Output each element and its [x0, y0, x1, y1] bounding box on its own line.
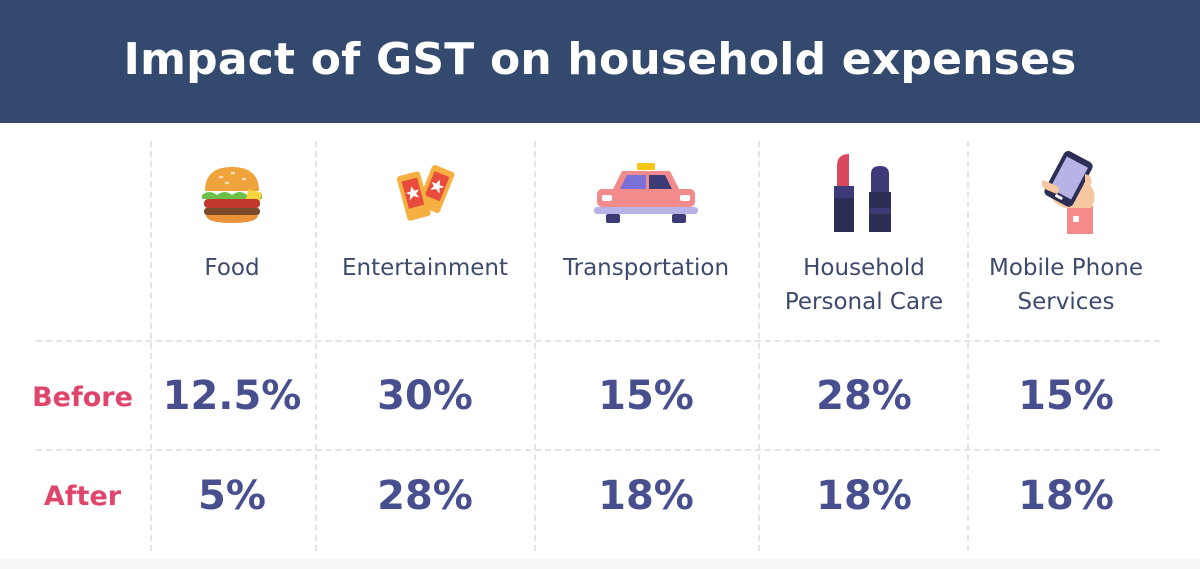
- tickets-icon: [320, 148, 530, 238]
- category-label-line: Transportation: [562, 255, 730, 281]
- value-before-entertainment: 30%: [377, 373, 473, 419]
- category-label-line: Entertainment: [342, 255, 508, 281]
- value-before-food: 12.5%: [162, 373, 302, 419]
- gst-comparison-table: Before After Food 12.5% 5% Entertainment 30…: [0, 123, 1200, 569]
- category-label: Food: [127, 251, 337, 285]
- category-label: Entertainment: [320, 251, 530, 285]
- header-banner: Impact of GST on household expenses: [0, 0, 1200, 123]
- value-after-household-personal-care: 18%: [816, 473, 912, 519]
- category-label-line: Services: [1017, 289, 1115, 315]
- value-after-mobile-phone-services: 18%: [1018, 473, 1114, 519]
- page-title: Impact of GST on household expenses: [123, 34, 1077, 85]
- value-before-transportation: 15%: [598, 373, 694, 419]
- grid-divider: [967, 141, 969, 551]
- lipstick-icon: [759, 148, 969, 238]
- value-before-household-personal-care: 28%: [816, 373, 912, 419]
- category-label: Transportation: [541, 251, 751, 285]
- grid-divider: [150, 141, 152, 551]
- value-after-entertainment: 28%: [377, 473, 473, 519]
- burger-icon: [127, 148, 337, 238]
- category-label-line: Household: [803, 255, 925, 281]
- category-label: Household Personal Care: [759, 251, 969, 319]
- value-after-food: 5%: [198, 473, 266, 519]
- grid-divider: [315, 141, 317, 551]
- grid-divider: [758, 141, 760, 551]
- value-before-mobile-phone-services: 15%: [1018, 373, 1114, 419]
- grid-divider: [534, 141, 536, 551]
- category-label-line: Personal Care: [784, 289, 944, 315]
- mobile-phone-icon: [961, 148, 1171, 238]
- grid-divider: [36, 449, 1160, 451]
- category-label-line: Mobile Phone: [988, 255, 1143, 281]
- grid-divider: [36, 340, 1160, 342]
- footer-strip: [0, 559, 1200, 569]
- category-label-line: Food: [204, 255, 260, 281]
- row-label-before: Before: [32, 382, 133, 413]
- category-label: Mobile Phone Services: [961, 251, 1171, 319]
- taxi-icon: [541, 148, 751, 238]
- value-after-transportation: 18%: [598, 473, 694, 519]
- row-label-after: After: [43, 481, 122, 512]
